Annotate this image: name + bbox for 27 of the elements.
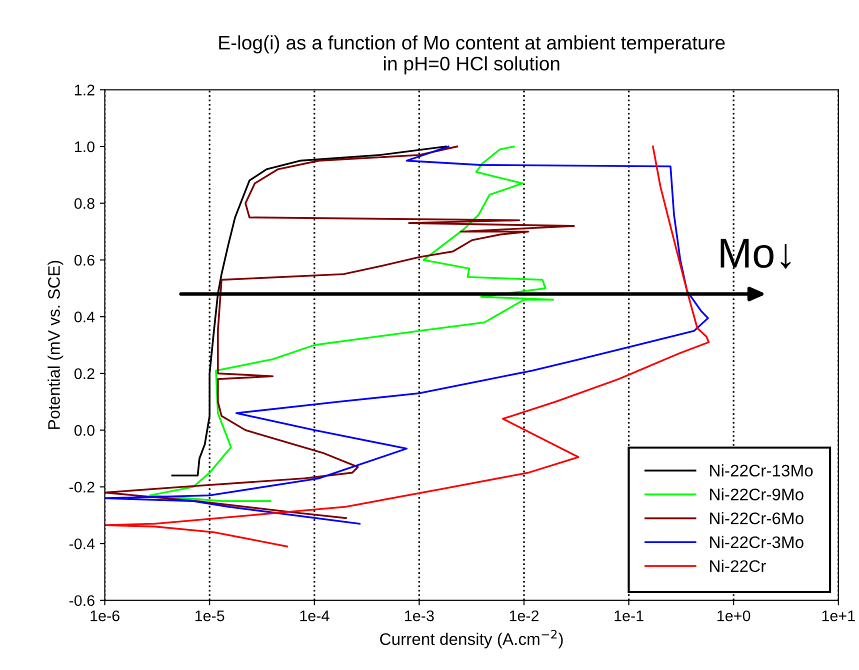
x-tick-label: 1e-4 [300,610,330,622]
legend-label: Ni-22Cr [710,560,766,572]
legend-label: Ni-22Cr-13Mo [710,464,813,477]
y-axis-title: Potential (mV vs. SCE) [48,260,64,429]
y-tick-label: 0.0 [74,425,94,436]
legend-label: Ni-22Cr-6Mo [710,512,804,524]
y-tick-label: 1.0 [75,141,94,152]
y-tick-label: 0.2 [74,368,94,380]
y-tick-label: 0.8 [74,198,94,209]
x-tick-label: 1e-5 [195,610,224,622]
x-tick-label: 1e-2 [510,610,539,622]
legend-label: Ni-22Cr-3Mo [710,536,804,548]
y-tick-label: 1.2 [75,84,94,96]
x-tick-label: 1e-1 [614,610,644,622]
chart-title: E-log(i) as a function of Mo content at ambient temperature in pH=0 HCl solution [219,35,725,74]
x-tick-label: 1e+1 [822,610,855,622]
y-tick-label: -0.6 [69,595,94,606]
x-tick-label: 1e+0 [718,610,750,622]
x-axis-title: Current density (A.cm$^{−2}$) [380,630,563,648]
y-tick-label: -0.4 [69,538,95,550]
y-tick-label: -0.2 [69,482,94,493]
annotation: Mo↓ [720,238,791,269]
y-tick-label: 0.6 [74,254,94,266]
y-tick-label: 0.4 [74,312,95,322]
x-tick-label: 1e-6 [90,610,120,622]
legend-label: Ni-22Cr-9Mo [710,488,804,500]
x-tick-label: 1e-3 [405,610,434,622]
